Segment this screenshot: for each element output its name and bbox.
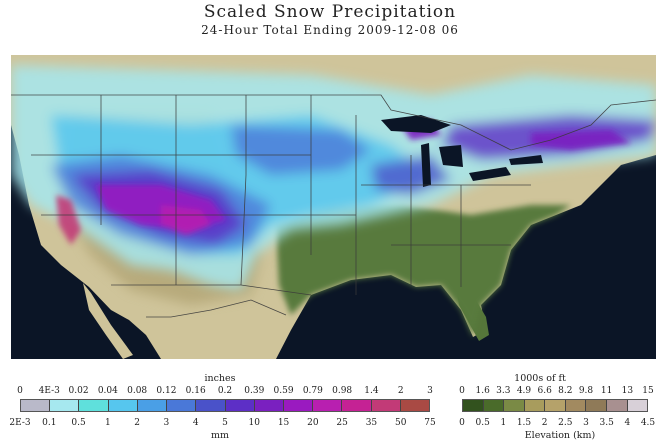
precip-tick-label: 3 — [163, 418, 170, 428]
precip-swatch — [196, 400, 226, 411]
elev-swatch — [606, 400, 628, 411]
precip-tick-label: 0.39 — [244, 386, 265, 396]
precip-tick-label: 15 — [277, 418, 290, 428]
elev-swatch — [463, 400, 484, 411]
elev-swatch — [483, 400, 505, 411]
elev-tick-label: 6.6 — [537, 386, 552, 396]
precip-tick-label: 0.79 — [302, 386, 323, 396]
elev-tick-label: 11 — [600, 386, 613, 396]
map-title: Scaled Snow Precipitation — [203, 2, 457, 22]
elev-swatch — [565, 400, 587, 411]
elev-tick-label: 15 — [642, 386, 654, 396]
elev-tick-label: 2.5 — [558, 418, 573, 428]
precip-tick-label: 4 — [192, 418, 199, 428]
precip-swatch — [313, 400, 343, 411]
precip-swatch — [225, 400, 255, 411]
precip-swatch — [342, 400, 372, 411]
elev-tick-label: 3.3 — [496, 386, 511, 396]
precip-tick-label: 10 — [248, 418, 261, 428]
precip-swatch — [137, 400, 168, 411]
elev-tick-label: 1 — [500, 418, 507, 428]
elev-tick-label: 0 — [459, 386, 465, 396]
precip-swatch — [79, 400, 109, 411]
elev-tick-label: 4.9 — [516, 386, 532, 396]
map-subtitle: 24-Hour Total Ending 2009-12-08 06 — [201, 23, 459, 37]
elev-tick-label: 0.5 — [475, 418, 490, 428]
elev-swatch — [504, 400, 525, 411]
elev-tick-label: 2 — [541, 418, 548, 428]
elev-unit-top: 1000s of ft — [514, 373, 566, 384]
precip-tick-label: 0.02 — [68, 386, 89, 396]
elev-unit-bottom: Elevation (km) — [524, 430, 596, 441]
precip-tick-label: 35 — [365, 418, 378, 428]
precip-tick-label: 75 — [424, 418, 436, 428]
precip-swatch — [167, 400, 197, 411]
precip-tick-label: 50 — [394, 418, 407, 428]
precip-tick-label: 20 — [307, 418, 319, 428]
precip-tick-label: 0 — [17, 386, 23, 396]
precip-tick-label: 5 — [222, 418, 228, 428]
precip-tick-label: 0.2 — [217, 386, 233, 396]
elev-tick-label: 3.5 — [599, 418, 614, 428]
precip-tick-label: 2E-3 — [9, 418, 31, 428]
precip-unit-bottom: mm — [210, 430, 230, 441]
precip-tick-label: 1.4 — [364, 386, 379, 396]
elev-swatch — [586, 400, 607, 411]
precip-tick-label: 0.04 — [97, 386, 118, 396]
precip-tick-label: 2 — [134, 418, 141, 428]
precip-tick-label: 0.16 — [185, 386, 206, 396]
political-borders — [11, 94, 656, 318]
elev-swatch — [545, 400, 566, 411]
elev-tick-label: 9.8 — [578, 386, 594, 396]
precip-tick-label: 0.5 — [71, 418, 86, 428]
elev-swatch — [524, 400, 546, 411]
elev-swatch — [627, 400, 648, 411]
elev-colorbar — [462, 399, 648, 412]
elev-tick-label: 8.2 — [558, 386, 573, 396]
elev-tick-label: 3 — [583, 418, 589, 428]
elev-tick-label: 1.6 — [475, 386, 490, 396]
precip-tick-label: 25 — [336, 418, 348, 428]
precip-swatch — [283, 400, 314, 411]
precip-swatch — [371, 400, 401, 411]
southeast-lowland — [276, 205, 571, 337]
precip-swatch — [108, 400, 138, 411]
elev-tick-label: 0 — [459, 418, 465, 428]
precip-tick-label: 3 — [427, 386, 433, 396]
elev-tick-label: 4.5 — [640, 418, 656, 428]
baja-peninsula — [83, 283, 133, 359]
elev-tick-label: 4 — [624, 418, 631, 428]
snow-precip-map — [11, 55, 656, 359]
precip-tick-label: 1 — [104, 418, 111, 428]
elev-tick-label: 1.5 — [516, 418, 532, 428]
precip-tick-label: 0.98 — [332, 386, 353, 396]
precip-unit-top: inches — [204, 373, 236, 384]
precip-swatch — [254, 400, 284, 411]
precip-swatch — [400, 400, 430, 411]
precip-tick-label: 0.1 — [42, 418, 57, 428]
elev-tick-label: 13 — [621, 386, 634, 396]
precip-tick-label: 0.59 — [273, 386, 294, 396]
precip-swatch — [50, 400, 80, 411]
precip-tick-label: 4E-3 — [38, 386, 60, 396]
precip-colorbar — [20, 399, 430, 412]
precip-tick-label: 0.08 — [127, 386, 148, 396]
precip-tick-label: 0.12 — [156, 386, 177, 396]
precip-tick-label: 2 — [397, 386, 404, 396]
precip-swatch — [21, 400, 51, 411]
